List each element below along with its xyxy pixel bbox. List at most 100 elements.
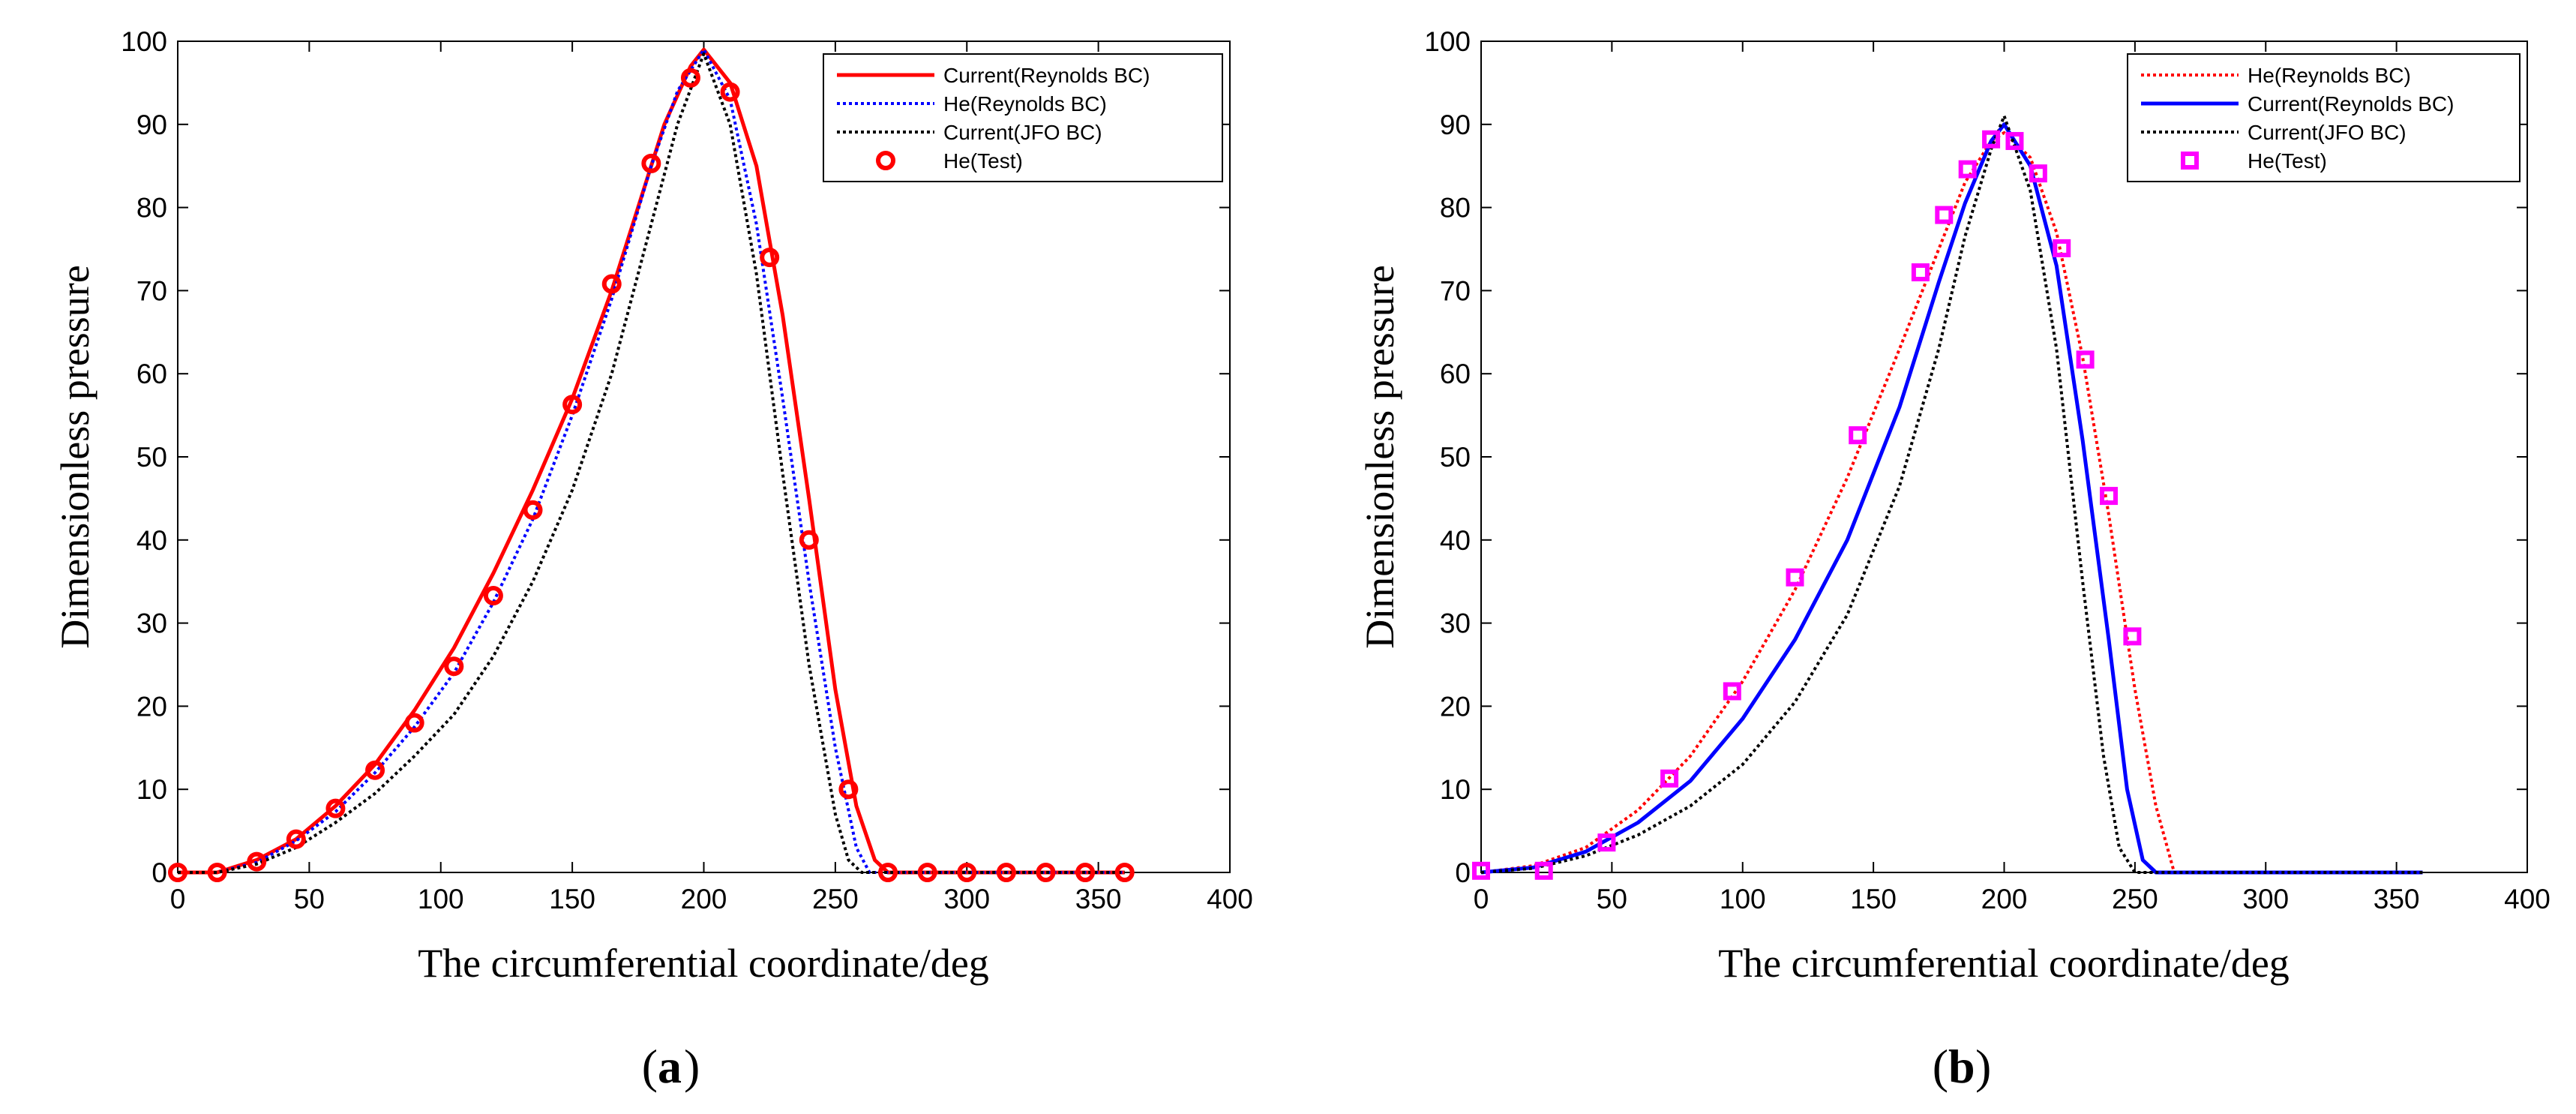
- chart-a-series-he-test-point: [720, 82, 740, 102]
- chart-a-series-current-jfo-bc-line: [178, 52, 1125, 874]
- chart-b-x-tick-label: 150: [1850, 884, 1897, 914]
- chart-a-y-tick-label: 70: [136, 275, 167, 306]
- chart-b-x-tick-label: 50: [1597, 884, 1627, 914]
- chart-b-legend-entry-label: Current(Reynolds BC): [2248, 92, 2454, 116]
- chart-a-x-axis-title: The circumferential coordinate/deg: [418, 941, 989, 986]
- chart-b-series-he-test-point: [2100, 487, 2118, 506]
- chart-b-series-he-test-point: [2076, 350, 2095, 369]
- chart-a-series-layer: [168, 47, 1135, 882]
- chart-b-x-tick-label: 300: [2242, 884, 2289, 914]
- chart-b-series-he-test-point: [1958, 160, 1977, 179]
- chart-b-series-he-test-point: [1935, 206, 1954, 224]
- chart-a-legend-entry-label: Current(JFO BC): [943, 121, 1102, 144]
- chart-b-panel-label-open: (: [1933, 1040, 1948, 1093]
- chart-b-series-he-test-point: [1911, 263, 1930, 282]
- chart-a-y-tick-label: 100: [121, 26, 167, 57]
- chart-a-x-tick-label: 0: [170, 884, 186, 914]
- chart-a-series-he-test-point: [562, 395, 583, 415]
- chart-a-x-tick-label: 200: [681, 884, 727, 914]
- chart-a-series-he-test-point: [168, 863, 187, 882]
- chart-a-series-he-test-point: [601, 274, 622, 294]
- chart-a-x-tick-label: 300: [943, 884, 990, 914]
- chart-b-y-tick-label: 30: [1440, 608, 1471, 639]
- chart-b-x-tick-label: 350: [2374, 884, 2420, 914]
- chart-a-x-tick-label: 50: [294, 884, 325, 914]
- chart-b-legend-entry-label: Current(JFO BC): [2248, 121, 2407, 144]
- chart-b-series-he-test-point: [2029, 164, 2047, 183]
- chart-b-series-he-test-point: [1849, 426, 1867, 445]
- chart-a-y-axis-title: Dimensionless pressure: [52, 265, 97, 648]
- chart-a-series-he-test-point: [917, 863, 937, 882]
- chart-b-y-tick-label: 20: [1440, 691, 1471, 722]
- chart-b-y-tick-label: 70: [1440, 275, 1471, 306]
- chart-a-series-he-test-point: [365, 760, 385, 780]
- chart-b-x-tick-label: 250: [2112, 884, 2158, 914]
- chart-a-series-he-test-point: [957, 863, 977, 882]
- chart-b-series-current-reynolds-bc-line: [1480, 122, 2423, 875]
- chart-b-y-tick-label: 60: [1440, 359, 1471, 389]
- chart-b-series-he-test-point: [1982, 130, 2001, 149]
- chart-a-x-tick-label: 250: [812, 884, 859, 914]
- chart-a-series-he-test-point: [1075, 863, 1096, 882]
- chart-a-y-tick-label: 40: [136, 525, 167, 556]
- chart-b-y-tick-label: 50: [1440, 442, 1471, 473]
- chart-b-y-tick-label: 80: [1440, 193, 1471, 224]
- chart-a-panel-label-close: ): [684, 1040, 700, 1093]
- chart-a-x-tick-label: 150: [549, 884, 595, 914]
- chart-a-series-he-test-point: [878, 863, 898, 882]
- chart-b-y-tick-label: 100: [1424, 26, 1471, 57]
- chart-b-series-he-test-point: [1660, 769, 1679, 788]
- chart-b-y-tick-label: 40: [1440, 525, 1471, 556]
- chart-a-legend-entry-marker: [876, 151, 895, 170]
- chart-a-legend-entry-label: He(Reynolds BC): [943, 92, 1107, 116]
- chart-b-series-he-test-point: [1597, 833, 1616, 852]
- chart-b-series-he-test-point: [1786, 568, 1804, 587]
- chart-b-legend-entry-marker: [2181, 152, 2199, 170]
- chart-a-series-he-test-point: [523, 500, 543, 520]
- chart-a-series-he-reynolds-bc-line: [178, 48, 1125, 874]
- chart-b-y-tick-label: 90: [1440, 110, 1471, 140]
- chart-b-axes: 0 50 100 150 200 250 300 350 400 0 10 20 30 40 50 60 70 8…: [1424, 26, 2551, 914]
- chart-a-series-he-test-point: [838, 779, 859, 800]
- chart-a-axes: 0 50 100 150 200 250 300 350 400 0 10 20 30 40 50 60 70 8…: [121, 26, 1253, 914]
- chart-b-series-he-test-point: [1534, 861, 1553, 880]
- chart-a-panel-label: a: [658, 1040, 682, 1093]
- chart-a-series-he-test-point: [1114, 863, 1135, 882]
- chart-a-series-he-test-point: [760, 248, 780, 268]
- chart-a-series-he-test-point: [799, 530, 819, 550]
- chart-b: 0 50 100 150 200 250 300 350 400 0 10 20 30 40 50 60 70 8…: [1357, 26, 2551, 1093]
- chart-a-x-tick-label: 350: [1075, 884, 1122, 914]
- chart-a-series-he-test-point: [404, 713, 424, 733]
- chart-b-legend-entry-label: He(Reynolds BC): [2248, 64, 2411, 87]
- chart-a-y-tick-label: 80: [136, 193, 167, 224]
- chart-b-legend: He(Reynolds BC) Current(Reynolds BC) Curre…: [2127, 53, 2521, 182]
- chart-b-series-he-test-point: [2005, 131, 2024, 150]
- chart-b-y-tick-label: 10: [1440, 774, 1471, 805]
- chart-b-legend-box: [2127, 53, 2521, 182]
- chart-a-series-he-test-point: [444, 656, 464, 677]
- chart-a-y-tick-label: 30: [136, 608, 167, 639]
- chart-b-series-he-test-point: [1723, 682, 1741, 701]
- chart-b-series-he-test-point: [2053, 239, 2071, 257]
- chart-a-series-he-test-point: [286, 829, 306, 849]
- chart-a-y-tick-label: 90: [136, 110, 167, 140]
- chart-a-legend-entry-label: Current(Reynolds BC): [943, 64, 1150, 87]
- chart-a-series-he-test-point: [996, 863, 1016, 882]
- chart-b-panel-label: b: [1948, 1040, 1975, 1093]
- chart-a-y-tick-label: 50: [136, 442, 167, 473]
- chart-a-legend: Current(Reynolds BC) He(Reynolds BC) Curre…: [823, 53, 1223, 182]
- chart-a-series-he-test-point: [247, 851, 267, 872]
- chart-a-series-he-test-point: [207, 863, 227, 882]
- chart-a-x-tick-label: 100: [418, 884, 464, 914]
- chart-b-y-tick-label: 0: [1455, 857, 1471, 888]
- chart-b-x-axis-title: The circumferential coordinate/deg: [1718, 941, 2290, 986]
- chart-b-panel-label-close: ): [1975, 1040, 1991, 1093]
- chart-a: 0 50 100 150 200 250 300 350 400 0 10 20 30 40 50 60 70 8…: [52, 26, 1253, 1093]
- chart-a-series-he-test-point: [325, 798, 346, 818]
- chart-a-series-he-test-point: [680, 68, 700, 88]
- chart-b-series-layer: [1472, 114, 2423, 880]
- chart-a-series-he-test-point: [641, 153, 661, 173]
- chart-a-series-he-test-point: [1036, 863, 1056, 882]
- chart-a-panel-label-open: (: [642, 1040, 658, 1093]
